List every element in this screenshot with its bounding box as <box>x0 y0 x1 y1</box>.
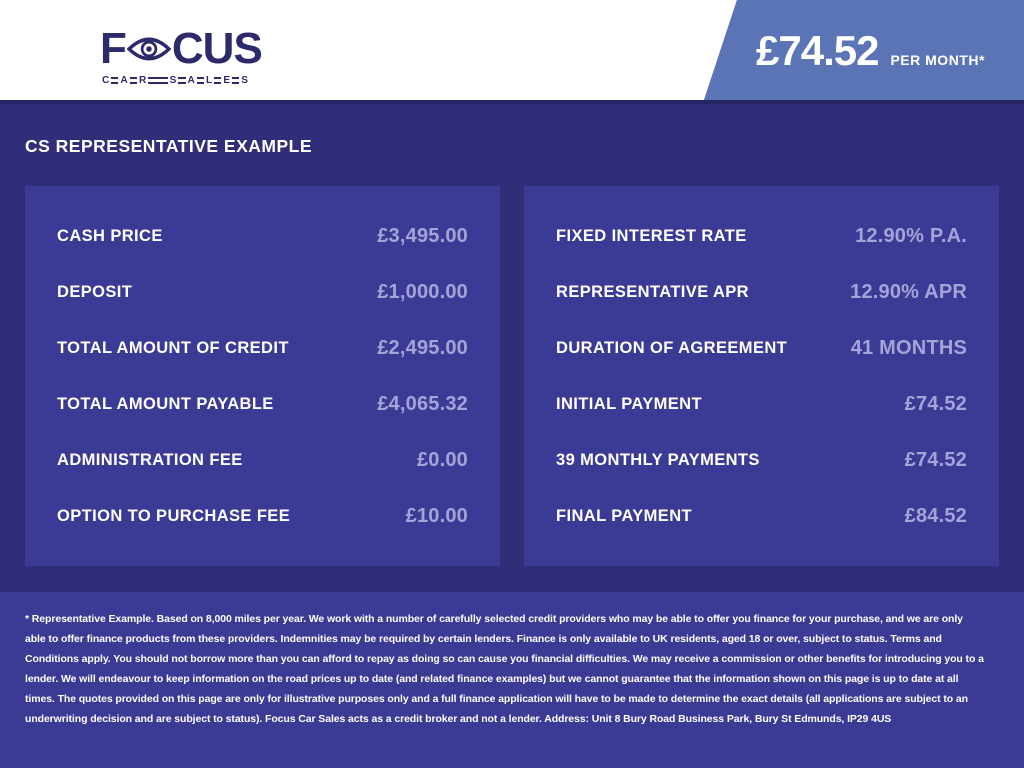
row-label: DEPOSIT <box>57 282 133 301</box>
finance-panels: CASH PRICE £3,495.00 DEPOSIT £1,000.00 T… <box>25 186 999 566</box>
finance-row-total-payable: TOTAL AMOUNT PAYABLE £4,065.32 <box>57 376 468 432</box>
row-value: £4,065.32 <box>377 392 468 415</box>
row-value: £10.00 <box>405 504 468 527</box>
row-label: INITIAL PAYMENT <box>556 394 702 413</box>
logo-word-start: F <box>100 24 127 73</box>
finance-row-final-payment: FINAL PAYMENT £84.52 <box>556 488 967 544</box>
price-period-label: PER MONTH* <box>890 52 985 68</box>
finance-row-initial-payment: INITIAL PAYMENT £74.52 <box>556 376 967 432</box>
finance-row-option-to-purchase-fee: OPTION TO PURCHASE FEE £10.00 <box>57 488 468 544</box>
row-value: £0.00 <box>416 448 468 471</box>
row-label: TOTAL AMOUNT PAYABLE <box>57 394 274 413</box>
row-label: OPTION TO PURCHASE FEE <box>57 506 291 525</box>
row-value: £84.52 <box>904 504 967 527</box>
finance-row-monthly-payments: 39 MONTHLY PAYMENTS £74.52 <box>556 432 967 488</box>
row-value: 41 MONTHS <box>850 336 967 359</box>
row-label: DURATION OF AGREEMENT <box>556 338 788 357</box>
logo-wordmark: F CUS <box>100 24 263 73</box>
row-label: FINAL PAYMENT <box>556 506 692 525</box>
representative-example-section: CS REPRESENTATIVE EXAMPLE CASH PRICE £3,… <box>0 100 1024 592</box>
monthly-price: £74.52 <box>756 27 879 74</box>
disclaimer-text: * Representative Example. Based on 8,000… <box>25 613 984 725</box>
row-label: 39 MONTHLY PAYMENTS <box>556 450 760 469</box>
finance-row-fixed-interest-rate: FIXED INTEREST RATE 12.90% P.A. <box>556 208 967 264</box>
footer: * Representative Example. Based on 8,000… <box>0 592 1024 768</box>
row-label: TOTAL AMOUNT OF CREDIT <box>57 338 289 357</box>
finance-panel-left: CASH PRICE £3,495.00 DEPOSIT £1,000.00 T… <box>25 186 500 566</box>
logo-word-end: CUS <box>171 24 263 73</box>
row-label: CASH PRICE <box>57 226 163 245</box>
page-title: CS REPRESENTATIVE EXAMPLE <box>25 136 313 156</box>
finance-row-representative-apr: REPRESENTATIVE APR 12.90% APR <box>556 264 967 320</box>
price-banner: £74.52 PER MONTH* <box>703 0 1024 100</box>
finance-row-total-credit: TOTAL AMOUNT OF CREDIT £2,495.00 <box>57 320 468 376</box>
finance-row-deposit: DEPOSIT £1,000.00 <box>57 264 468 320</box>
finance-panel-right: FIXED INTEREST RATE 12.90% P.A. REPRESEN… <box>524 186 999 566</box>
row-value: £2,495.00 <box>377 336 468 359</box>
row-value: 12.90% APR <box>850 280 967 303</box>
finance-row-duration: DURATION OF AGREEMENT 41 MONTHS <box>556 320 967 376</box>
eye-icon <box>126 37 171 61</box>
finance-row-admin-fee: ADMINISTRATION FEE £0.00 <box>57 432 468 488</box>
row-label: ADMINISTRATION FEE <box>57 450 243 469</box>
row-label: FIXED INTEREST RATE <box>556 226 747 245</box>
row-value: £74.52 <box>904 448 967 471</box>
row-value: £3,495.00 <box>377 224 468 247</box>
row-value: 12.90% P.A. <box>855 224 967 247</box>
row-value: £1,000.00 <box>377 280 468 303</box>
finance-row-cash-price: CASH PRICE £3,495.00 <box>57 208 468 264</box>
row-label: REPRESENTATIVE APR <box>556 282 750 301</box>
row-value: £74.52 <box>904 392 967 415</box>
